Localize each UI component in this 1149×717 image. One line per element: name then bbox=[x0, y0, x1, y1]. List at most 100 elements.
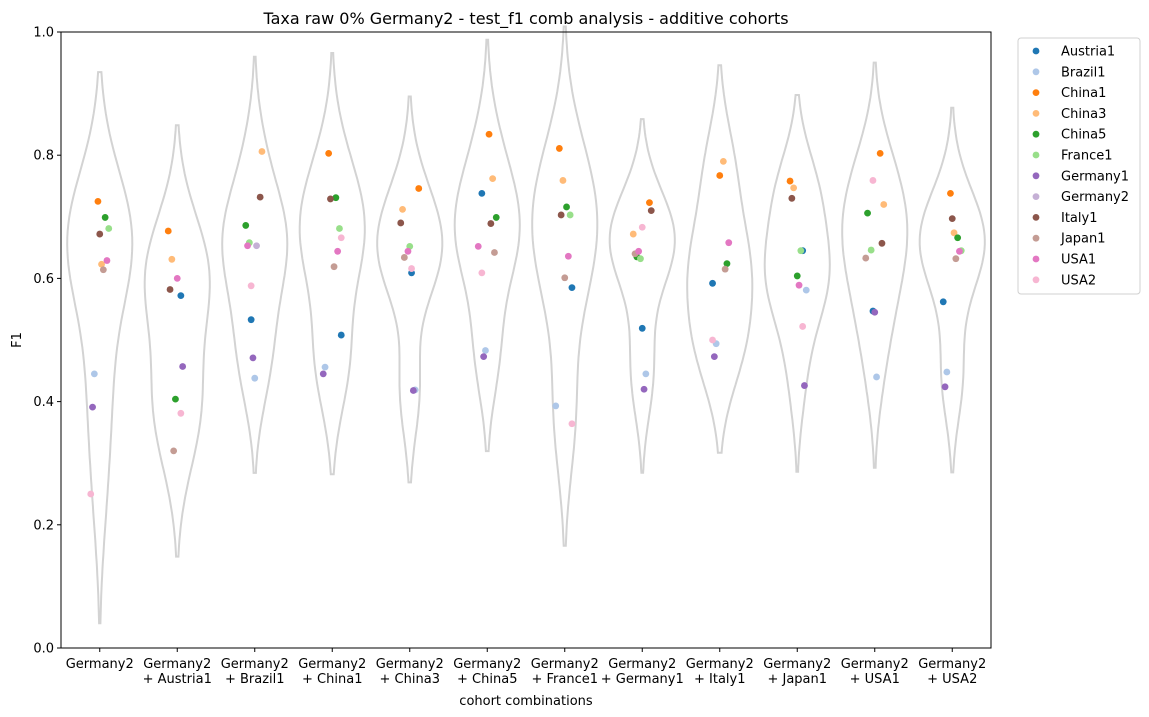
data-point bbox=[786, 177, 794, 185]
y-tick-label: 0.0 bbox=[33, 642, 54, 657]
data-point bbox=[793, 272, 801, 280]
data-point bbox=[864, 209, 871, 217]
data-point bbox=[98, 260, 105, 268]
violins-layer bbox=[66, 25, 986, 625]
data-point bbox=[725, 239, 733, 247]
x-tick-label: + China3 bbox=[380, 672, 440, 687]
data-point bbox=[709, 279, 716, 287]
data-point bbox=[399, 206, 406, 213]
data-point bbox=[647, 207, 655, 215]
x-tick-label: + USA1 bbox=[850, 672, 900, 687]
data-point bbox=[723, 260, 731, 268]
legend-label: China1 bbox=[1061, 86, 1106, 101]
data-point bbox=[327, 195, 334, 203]
data-point bbox=[795, 281, 803, 289]
legend-marker bbox=[1032, 276, 1040, 284]
legend-label: USA2 bbox=[1061, 273, 1096, 288]
data-point bbox=[799, 323, 807, 330]
data-point bbox=[485, 130, 493, 138]
legend-marker bbox=[1032, 214, 1040, 221]
legend-marker bbox=[1032, 89, 1040, 96]
data-point bbox=[330, 263, 338, 271]
violin-shape bbox=[841, 61, 909, 469]
x-tick-label: Germany2 bbox=[66, 657, 134, 672]
x-tick-label: + Brazil1 bbox=[225, 672, 285, 687]
violin-shape bbox=[376, 95, 444, 484]
legend-frame bbox=[1017, 37, 1141, 295]
data-point bbox=[168, 255, 176, 263]
x-tick-label: Germany2 bbox=[531, 657, 599, 672]
data-point bbox=[716, 172, 724, 179]
violin-shape bbox=[298, 52, 366, 476]
data-point bbox=[954, 234, 962, 242]
x-tick-label: Germany2 bbox=[376, 657, 444, 672]
data-point bbox=[247, 316, 255, 324]
violin-shape bbox=[763, 94, 831, 473]
data-point bbox=[253, 242, 260, 250]
x-tick-label: Germany2 bbox=[918, 657, 986, 672]
x-tick-label: Germany2 bbox=[608, 657, 676, 672]
data-point bbox=[173, 275, 181, 282]
x-tick-label: Germany2 bbox=[763, 657, 831, 672]
x-tick-label: + China5 bbox=[457, 672, 517, 687]
legend-label: France1 bbox=[1061, 149, 1113, 164]
violin-shape bbox=[531, 25, 599, 547]
data-point bbox=[177, 292, 185, 300]
legend: Austria1 Brazil1 China1 China3 China5 France1… bbox=[1017, 37, 1141, 295]
data-point bbox=[408, 265, 415, 272]
x-tick-label: + Italy1 bbox=[694, 672, 746, 687]
points-layer bbox=[87, 130, 965, 498]
legend-label: China3 bbox=[1061, 107, 1106, 122]
data-point bbox=[404, 247, 412, 255]
legend-marker bbox=[1032, 255, 1040, 263]
x-tick-label: Germany2 bbox=[221, 657, 289, 672]
data-point bbox=[319, 370, 327, 378]
legend-label: Germany1 bbox=[1061, 169, 1129, 184]
data-point bbox=[244, 242, 251, 250]
data-point bbox=[249, 354, 257, 362]
y-tick-label: 0.2 bbox=[33, 518, 54, 533]
violin-shape bbox=[686, 64, 754, 454]
data-point bbox=[256, 193, 264, 201]
data-point bbox=[409, 387, 417, 394]
data-point bbox=[561, 274, 569, 282]
violin-shape bbox=[608, 118, 676, 474]
data-point bbox=[878, 239, 886, 247]
data-point bbox=[642, 370, 650, 378]
data-point bbox=[559, 177, 567, 184]
data-point bbox=[710, 353, 718, 361]
legend-label: Germany2 bbox=[1061, 190, 1129, 205]
data-point bbox=[321, 363, 329, 371]
y-axis: 0.0 0.2 0.4 0.6 0.8 1.0 bbox=[33, 26, 61, 657]
data-point bbox=[638, 223, 646, 231]
data-point bbox=[555, 145, 563, 152]
data-point bbox=[950, 229, 958, 237]
data-point bbox=[482, 347, 489, 354]
x-axis-label: cohort combinations bbox=[459, 694, 593, 709]
data-point bbox=[247, 282, 255, 290]
data-point bbox=[801, 382, 808, 389]
data-point bbox=[646, 199, 653, 207]
plot-frame bbox=[60, 31, 992, 649]
data-point bbox=[869, 177, 877, 184]
data-point bbox=[334, 247, 342, 255]
data-point bbox=[325, 149, 333, 157]
x-tick-label: + Austria1 bbox=[143, 672, 212, 687]
violin-shape bbox=[143, 124, 211, 558]
data-point bbox=[719, 157, 727, 165]
data-point bbox=[871, 308, 879, 316]
y-tick-label: 1.0 bbox=[33, 26, 54, 41]
data-point bbox=[258, 148, 266, 155]
data-point bbox=[880, 201, 888, 208]
legend-label: Japan1 bbox=[1060, 232, 1106, 247]
data-point bbox=[568, 420, 576, 428]
violin-shape bbox=[918, 106, 986, 474]
legend-marker bbox=[1032, 234, 1040, 242]
data-point bbox=[478, 189, 486, 197]
data-point bbox=[939, 298, 947, 306]
data-point bbox=[563, 203, 570, 211]
data-point bbox=[170, 447, 178, 455]
data-point bbox=[332, 194, 340, 202]
data-point bbox=[96, 230, 104, 238]
